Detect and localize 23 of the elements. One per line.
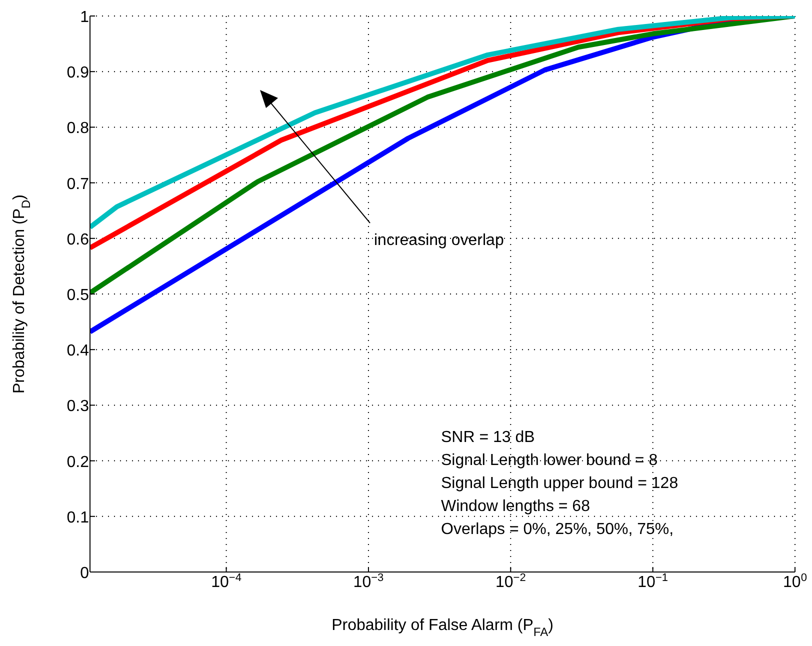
y-tick-label: 0.1 [66, 509, 90, 526]
y-tick-label: 0.6 [66, 231, 90, 248]
annotation: Window lengths = 68 [441, 497, 591, 517]
annotation: Overlaps = 0%, 25%, 50%, 75%, [441, 520, 675, 540]
x-tick-label: 10$^{−4}$ [211, 572, 242, 591]
annotation: Signal Length lower bound = 8 [441, 451, 659, 471]
annotation: SNR = 13 dB [441, 428, 536, 448]
annotation: Signal Length upper bound = 128 [441, 474, 678, 494]
x-tick-label: 10$^{−1}$ [638, 572, 668, 591]
y-tick-label: 0 [80, 565, 90, 582]
x-tick-label: 10$^{−2}$ [495, 572, 526, 591]
y-tick-label: 0.5 [66, 287, 90, 304]
x-tick-label: 10$^{0}$ [783, 572, 807, 591]
y-tick-label: 0.9 [66, 64, 90, 82]
y-tick-label: 0.2 [66, 454, 90, 471]
y-tick-label: 0.8 [66, 120, 90, 138]
y-tick-label: 0.7 [66, 176, 90, 193]
x-axis-title: Probability of False Alarm (P$_{FA}$) [332, 617, 554, 639]
y-tick-label: 1 [80, 9, 90, 26]
annotation: increasing overlap [374, 232, 504, 250]
x-tick-label: 10$^{−3}$ [353, 572, 384, 591]
y-tick-label: 0.3 [66, 398, 90, 416]
y-tick-label: 0.4 [66, 342, 90, 360]
